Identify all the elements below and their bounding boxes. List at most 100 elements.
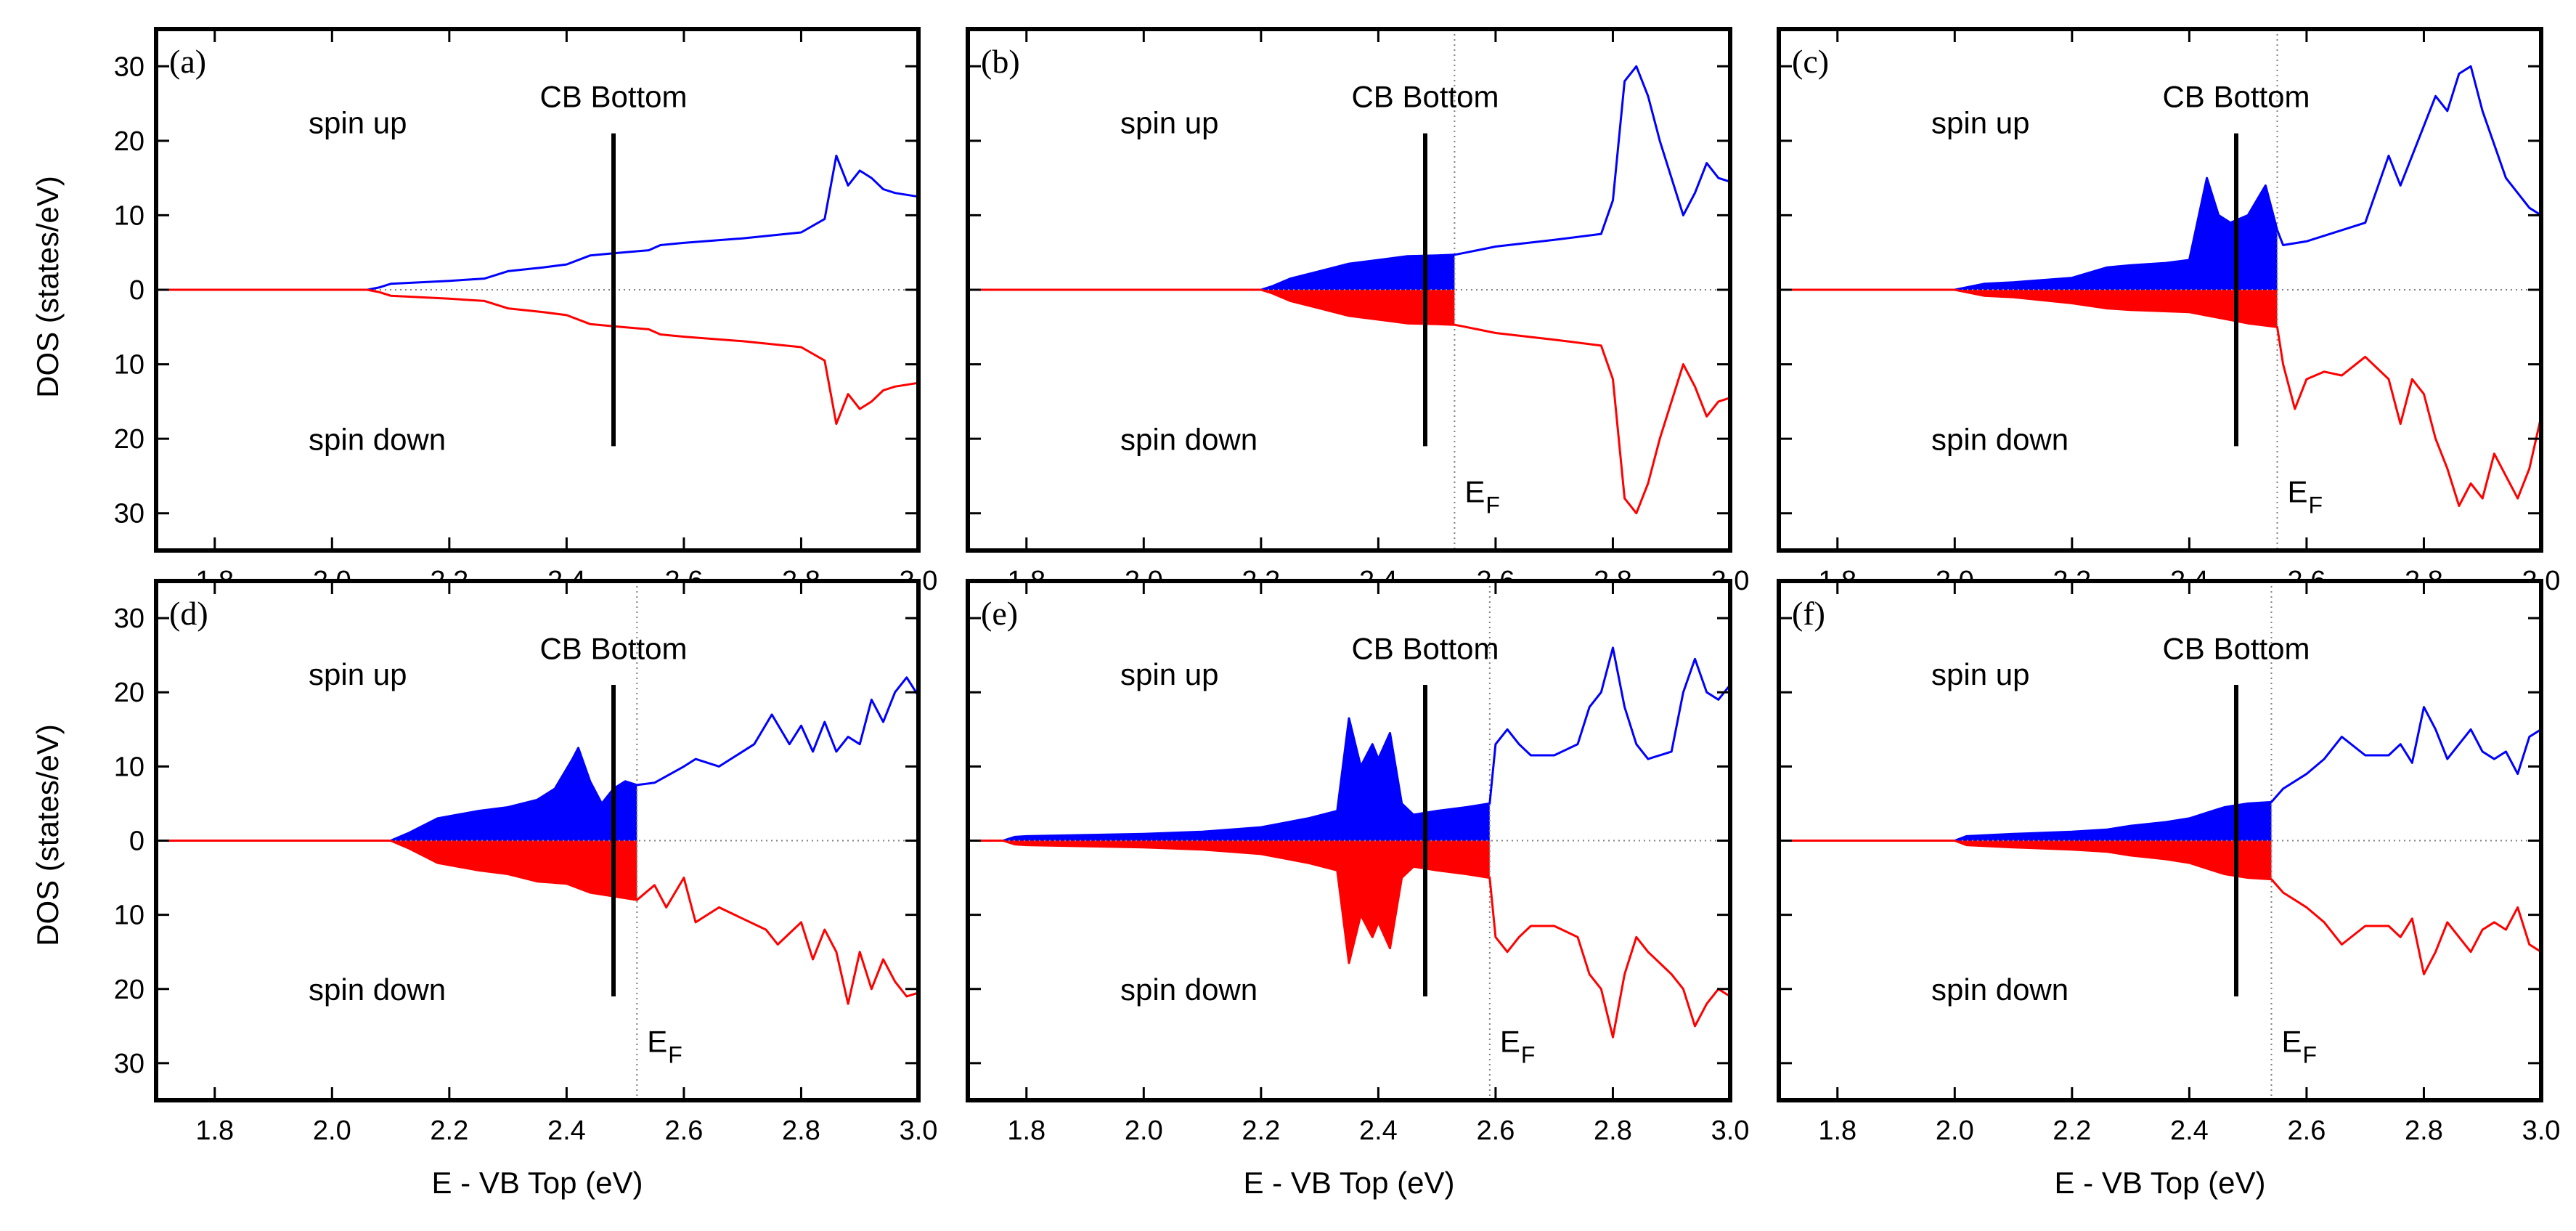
spin-down-label: spin down: [1120, 423, 1258, 457]
x-axis-label: E - VB Top (eV): [1243, 1166, 1454, 1200]
spin-up-curve: [156, 676, 920, 842]
y-tick-label: 30: [114, 52, 144, 82]
y-tick-label: 30: [114, 499, 144, 529]
y-tick-label: 20: [114, 126, 144, 157]
cb-bottom-label: CB Bottom: [539, 631, 687, 665]
panel-label: (c): [1792, 43, 1829, 80]
cb-bottom-label: CB Bottom: [539, 80, 687, 114]
x-tick-label: 2.4: [1359, 1116, 1398, 1146]
fermi-label-subscript: F: [2309, 492, 2323, 518]
panel-frame: [154, 27, 921, 553]
y-axis-label-top: DOS (states/eV): [30, 176, 65, 398]
y-tick-label: 10: [114, 200, 144, 231]
y-tick-label: 30: [114, 1049, 144, 1079]
spin-up-label: spin up: [1120, 106, 1218, 140]
panel-label: (b): [981, 43, 1020, 80]
spin-down-curve: [156, 840, 919, 1005]
spin-up-label: spin up: [1931, 657, 2029, 691]
x-tick-label: 2.4: [547, 1116, 586, 1146]
fermi-label: E: [2281, 1025, 2302, 1059]
spin-down-curve: [156, 288, 919, 426]
x-tick-label: 3.0: [2522, 1116, 2561, 1146]
spin-up-curve: [968, 646, 1732, 842]
spin-down-label: spin down: [1120, 972, 1258, 1007]
spin-up-label: spin up: [1120, 657, 1218, 691]
x-tick-label: 2.4: [2170, 1116, 2209, 1146]
spin-up-filled-area: [1779, 802, 2272, 841]
x-tick-label: 2.8: [1594, 1116, 1632, 1146]
y-tick-label: 10: [114, 901, 144, 931]
panel-frame: [154, 579, 921, 1102]
spin-down-filled-area: [1779, 840, 2272, 879]
panel-f: 1.8 2.0 2.2 2.4 2.6 2.8 3.0 (f) spin up spin down…: [1777, 579, 2561, 1200]
spin-down-label: spin down: [309, 423, 446, 457]
x-tick-label: 2.0: [313, 1116, 351, 1146]
spin-down-curve: [968, 288, 1731, 515]
x-tick-label: 2.2: [2053, 1116, 2091, 1146]
x-axis-label: E - VB Top (eV): [431, 1166, 643, 1200]
fermi-label: E: [1464, 474, 1485, 508]
fermi-label-subscript: F: [1485, 492, 1500, 518]
spin-up-curve: [156, 154, 919, 291]
spin-down-curve: [968, 840, 1731, 1039]
y-tick-label: 20: [114, 678, 144, 708]
spin-down-filled-area: [968, 290, 1455, 325]
panel-d: 1.8 2.0 2.2 2.4 2.6 2.8 3.0 30 20 10 0 10 20 30 (d) spi…: [114, 579, 938, 1200]
fermi-label-subscript: F: [2302, 1042, 2317, 1068]
fermi-label: E: [647, 1025, 667, 1059]
y-tick-label: 0: [129, 826, 144, 857]
x-tick-label: 2.2: [1242, 1116, 1280, 1146]
x-tick-label: 2.8: [782, 1116, 820, 1146]
spin-down-filled-area: [156, 840, 637, 901]
y-tick-label: 0: [129, 275, 144, 306]
x-tick-label: 1.8: [1818, 1116, 1856, 1146]
panel-frame: [1777, 27, 2543, 553]
spin-up-curve: [1779, 706, 2542, 842]
panel-label: (d): [169, 595, 208, 632]
fermi-label: E: [2288, 474, 2308, 508]
y-tick-label: 10: [114, 752, 144, 782]
cb-bottom-label: CB Bottom: [2162, 631, 2310, 665]
spin-down-curve: [1779, 288, 2543, 507]
panel-a: 1.82.02.22.42.62.83.03020100102030(a)spi…: [114, 27, 937, 650]
x-tick-label: 3.0: [900, 1116, 938, 1146]
spin-down-label: spin down: [1931, 972, 2068, 1007]
spin-up-label: spin up: [309, 657, 407, 691]
spin-up-filled-area: [968, 718, 1490, 841]
spin-down-label: spin down: [1931, 423, 2068, 457]
y-axis-label-bottom: DOS (states/eV): [30, 724, 65, 946]
spin-down-filled-area: [968, 840, 1490, 963]
y-tick-label: 20: [114, 424, 144, 455]
y-tick-label: 10: [114, 350, 144, 381]
spin-up-label: spin up: [309, 106, 407, 140]
spin-up-filled-area: [968, 254, 1455, 290]
x-tick-label: 2.8: [2405, 1116, 2443, 1146]
panel-frame: [966, 579, 1732, 1102]
fermi-label-subscript: F: [1521, 1042, 1536, 1068]
x-tick-label: 2.6: [665, 1116, 704, 1146]
panels-group: 1.8 2.0 2.2 2.4 2.6 2.8 3.0 30 20 10 0 10 20 30 (a) spi…: [114, 27, 2561, 1200]
x-tick-label: 3.0: [1711, 1116, 1750, 1146]
spin-up-filled-area: [156, 747, 637, 841]
x-axis-label: E - VB Top (eV): [2054, 1166, 2265, 1200]
fermi-label-subscript: F: [668, 1042, 682, 1068]
panel-label: (f): [1792, 595, 1825, 632]
spin-up-label: spin up: [1931, 106, 2029, 140]
x-tick-label: 1.8: [1007, 1116, 1046, 1146]
spin-up-curve: [1779, 65, 2542, 291]
cb-bottom-label: CB Bottom: [2162, 80, 2310, 114]
spin-up-filled-area: [1779, 178, 2278, 290]
spin-down-label: spin down: [309, 972, 446, 1007]
spin-down-filled-area: [1779, 290, 2278, 328]
spin-down-curve: [1779, 840, 2542, 975]
y-tick-label: 20: [114, 975, 144, 1005]
x-tick-label: 1.8: [195, 1116, 234, 1146]
panel-frame: [1777, 579, 2543, 1102]
panel-label: (e): [981, 595, 1018, 632]
x-tick-label: 2.2: [430, 1116, 468, 1146]
x-tick-label: 2.6: [2288, 1116, 2326, 1146]
fermi-label: E: [1500, 1025, 1520, 1059]
